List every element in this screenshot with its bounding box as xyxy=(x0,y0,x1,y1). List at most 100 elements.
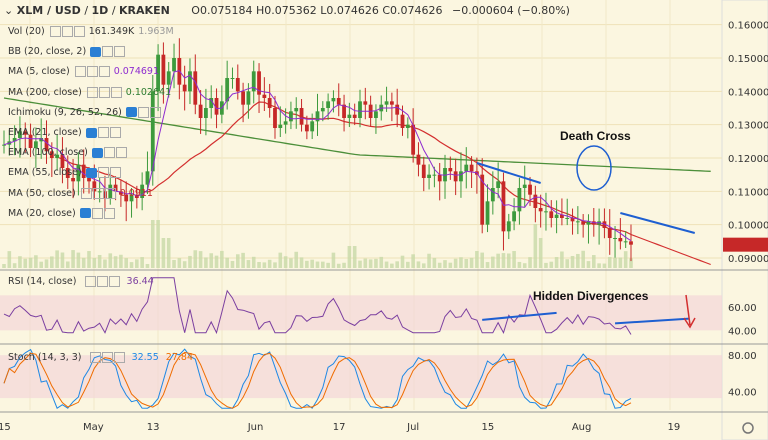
volume-bar xyxy=(326,262,330,268)
candle-body xyxy=(405,124,410,128)
candle-body xyxy=(145,171,150,185)
indicator-legend-item[interactable]: EMA (100, close) xyxy=(8,147,127,159)
volume-bar xyxy=(55,250,59,268)
volume-bar xyxy=(544,262,548,268)
candle-body xyxy=(411,124,416,155)
volume-bar xyxy=(321,261,325,268)
volume-bar xyxy=(230,260,235,268)
volume-bar xyxy=(448,262,453,268)
volume-bar xyxy=(363,258,368,268)
candle-body xyxy=(39,138,44,142)
candle-body xyxy=(310,121,315,132)
hidden-divergence-label: Hidden Divergences xyxy=(533,289,649,303)
indicator-legend-item[interactable]: MA (50, close) 0.0911 xyxy=(8,187,153,199)
candle-body xyxy=(469,164,474,172)
visibility-icon[interactable] xyxy=(85,127,121,138)
candle-body xyxy=(448,168,453,172)
indicator-label: MA (50, close) xyxy=(8,187,76,199)
stoch-legend[interactable]: Stoch (14, 3, 3) 32.55 27.84 xyxy=(8,352,193,363)
volume-bar xyxy=(427,253,431,268)
candle-body xyxy=(607,228,612,238)
candle-body xyxy=(172,58,176,72)
price-tick-label: 0.090000 xyxy=(728,254,768,265)
candle-body xyxy=(384,101,389,105)
visibility-icon[interactable] xyxy=(80,187,116,199)
indicator-legend-item[interactable]: EMA (21, close) xyxy=(8,127,121,138)
volume-bar xyxy=(342,262,346,268)
indicator-legend-item[interactable]: MA (20, close) xyxy=(8,207,115,219)
candle-body xyxy=(464,164,469,172)
collapse-icon[interactable]: ⌄ xyxy=(4,4,14,17)
candle-body xyxy=(320,108,325,112)
candle-body xyxy=(443,168,447,182)
visibility-icon[interactable] xyxy=(49,26,85,37)
candle-body xyxy=(235,78,240,92)
indicator-label: Vol (20) xyxy=(8,26,45,37)
candle-body xyxy=(129,194,134,202)
candle-body xyxy=(60,154,65,168)
candle-body xyxy=(262,94,267,98)
candle-body xyxy=(161,54,166,85)
ma50-line xyxy=(56,101,711,266)
settings-icon[interactable] xyxy=(84,276,120,287)
candle-body xyxy=(97,191,102,193)
volume-bar xyxy=(459,257,463,268)
indicator-legend-item[interactable]: Ichimoku (9, 26, 52, 26) xyxy=(8,106,161,118)
rsi-tick-label: 40.00 xyxy=(728,326,757,337)
volume-bar xyxy=(97,254,102,268)
candle-body xyxy=(214,98,219,115)
x-tick-label: May xyxy=(83,422,104,433)
candle-body xyxy=(251,71,256,92)
x-tick-label: 17 xyxy=(333,422,346,433)
rsi-legend[interactable]: RSI (14, close) 36.44 xyxy=(8,276,154,287)
visibility-icon[interactable] xyxy=(85,167,121,179)
indicator-legend-item[interactable]: EMA (55, close) xyxy=(8,167,121,179)
candle-body xyxy=(331,98,336,102)
symbol[interactable]: XLM / USD xyxy=(16,4,81,17)
visibility-icon[interactable] xyxy=(79,207,115,219)
volume-bar xyxy=(87,251,91,268)
settings-icon[interactable] xyxy=(89,352,125,363)
visibility-icon[interactable] xyxy=(86,86,122,98)
candle-body xyxy=(512,211,516,222)
candle-body xyxy=(246,91,251,105)
volume-bar xyxy=(135,259,139,268)
visibility-icon[interactable] xyxy=(74,66,110,78)
indicator-legend-item[interactable]: MA (200, close) 0.102641 xyxy=(8,86,171,98)
candle-body xyxy=(33,141,38,148)
close-value: C0.074626 xyxy=(382,4,443,17)
timeframe[interactable]: 1D xyxy=(91,4,109,17)
candle-body xyxy=(570,218,575,222)
volume-bar xyxy=(12,263,17,268)
candle-body xyxy=(485,201,490,225)
indicator-legend-item[interactable]: MA (5, close) 0.074691 xyxy=(8,66,159,78)
candle-body xyxy=(400,114,405,128)
indicator-legend-item[interactable]: BB (20, close, 2) xyxy=(8,46,126,58)
volume-bar xyxy=(491,256,495,268)
volume-bar xyxy=(469,257,474,268)
candle-body xyxy=(342,104,346,118)
indicator-legend-item[interactable]: Vol (20) 161.349K 1.963M xyxy=(8,26,174,37)
down-arrow-icon xyxy=(683,294,696,329)
volume-bar xyxy=(220,250,224,268)
candle-body xyxy=(358,101,362,118)
candle-body xyxy=(278,124,283,128)
visibility-icon[interactable] xyxy=(125,106,161,118)
candle-body xyxy=(49,151,54,158)
candle-body xyxy=(140,184,145,198)
volume-bar xyxy=(443,260,447,268)
volume-bar xyxy=(485,262,490,268)
volume-bar xyxy=(251,256,256,268)
candle-body xyxy=(496,181,501,188)
visibility-icon[interactable] xyxy=(90,46,126,58)
candle-body xyxy=(28,134,33,148)
visibility-icon[interactable] xyxy=(91,147,127,159)
candle-body xyxy=(2,144,6,146)
indicator-label: MA (20, close) xyxy=(8,207,76,219)
